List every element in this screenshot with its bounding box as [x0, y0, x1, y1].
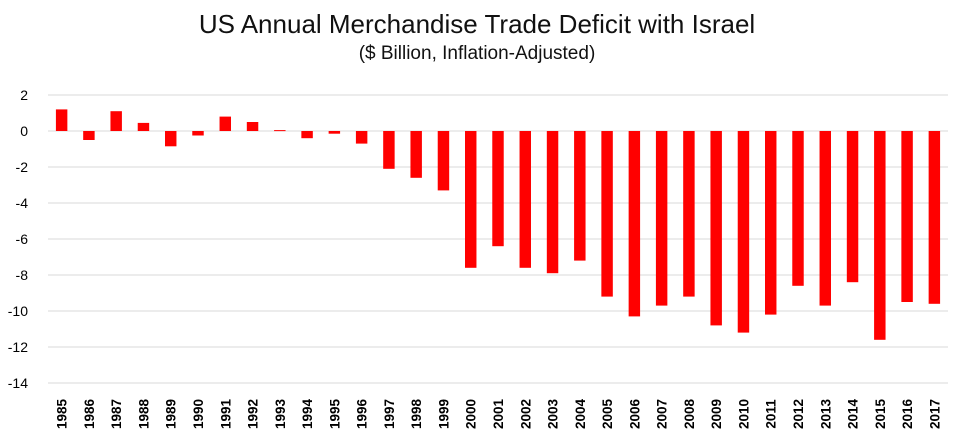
bar-2002 [519, 131, 531, 268]
bar-1990 [192, 131, 204, 136]
x-tick-label: 1993 [273, 398, 288, 429]
chart-subtitle: ($ Billion, Inflation-Adjusted) [358, 43, 596, 64]
bar-1988 [137, 122, 150, 131]
x-tick-label: 1988 [136, 398, 151, 429]
bar-2001 [492, 131, 504, 247]
y-tick-label: 2 [20, 87, 28, 103]
y-tick-label: -2 [16, 159, 29, 175]
bar-1999 [437, 131, 450, 191]
x-tick-label: 2007 [655, 399, 670, 429]
y-tick-label: -10 [8, 303, 28, 319]
bar-2005 [601, 131, 613, 297]
bar-1993 [274, 130, 286, 132]
x-tick-label: 2006 [627, 398, 642, 429]
bar-2016 [901, 131, 913, 302]
x-tick-label: 2002 [518, 399, 533, 429]
bar-2015 [874, 131, 886, 340]
x-tick-label: 2013 [818, 398, 833, 429]
bar-1998 [410, 131, 422, 178]
bar-2010 [737, 131, 750, 333]
x-tick-label: 2011 [764, 399, 779, 429]
x-tick-label: 2017 [927, 399, 942, 429]
bar-2008 [683, 131, 695, 297]
x-tick-label: 1996 [355, 398, 370, 429]
x-tick-label: 2016 [900, 398, 915, 429]
y-tick-label: -14 [8, 375, 28, 391]
bar-1985 [55, 109, 68, 131]
x-tick-label: 1994 [300, 398, 315, 429]
x-tick-label: 2015 [873, 398, 888, 429]
x-tick-label: 2010 [736, 399, 751, 429]
bar-1992 [246, 122, 259, 131]
x-tick-label: 1998 [409, 398, 424, 429]
x-tick-label: 1995 [327, 398, 342, 429]
bar-1997 [383, 131, 395, 169]
x-tick-label: 2005 [600, 398, 615, 429]
x-tick-label: 2004 [573, 398, 588, 429]
bar-2013 [819, 131, 831, 306]
bar-1995 [328, 131, 341, 134]
x-tick-label: 2009 [709, 399, 724, 429]
x-tick-label: 1999 [436, 399, 451, 429]
x-tick-label: 1989 [164, 399, 179, 429]
y-tick-label: -12 [8, 339, 28, 355]
bar-1989 [165, 131, 177, 147]
y-tick-label: -6 [16, 231, 29, 247]
y-tick-label: -8 [16, 267, 29, 283]
bar-2012 [792, 131, 804, 286]
bar-2009 [710, 131, 722, 326]
chart-title: US Annual Merchandise Trade Deficit with… [198, 9, 756, 39]
y-tick-label: -4 [16, 195, 29, 211]
bar-1986 [83, 131, 95, 140]
x-tick-label: 2001 [491, 398, 506, 429]
x-tick-label: 1997 [382, 399, 397, 429]
bar-1987 [110, 111, 122, 131]
bar-2011 [765, 131, 777, 315]
x-tick-label: 1986 [82, 398, 97, 429]
x-tick-label: 1985 [55, 398, 70, 429]
x-tick-label: 2000 [464, 399, 479, 429]
bar-2004 [574, 131, 586, 261]
bar-2017 [928, 131, 941, 304]
bar-2007 [655, 131, 668, 306]
bar-2003 [546, 131, 559, 274]
x-tick-label: 2012 [791, 399, 806, 429]
bar-2014 [846, 131, 859, 283]
bar-1991 [219, 116, 231, 131]
x-tick-label: 1992 [246, 399, 261, 429]
bar-2006 [628, 131, 641, 317]
x-tick-label: 2008 [682, 398, 697, 429]
bar-1996 [355, 131, 368, 144]
bar-2000 [465, 131, 477, 268]
x-tick-label: 1987 [109, 399, 124, 429]
x-tick-label: 2003 [546, 398, 561, 429]
x-tick-label: 2014 [846, 398, 861, 429]
bar-1994 [301, 131, 313, 139]
x-tick-label: 1991 [218, 398, 233, 429]
x-tick-label: 1990 [191, 399, 206, 429]
y-tick-label: 0 [20, 123, 28, 139]
